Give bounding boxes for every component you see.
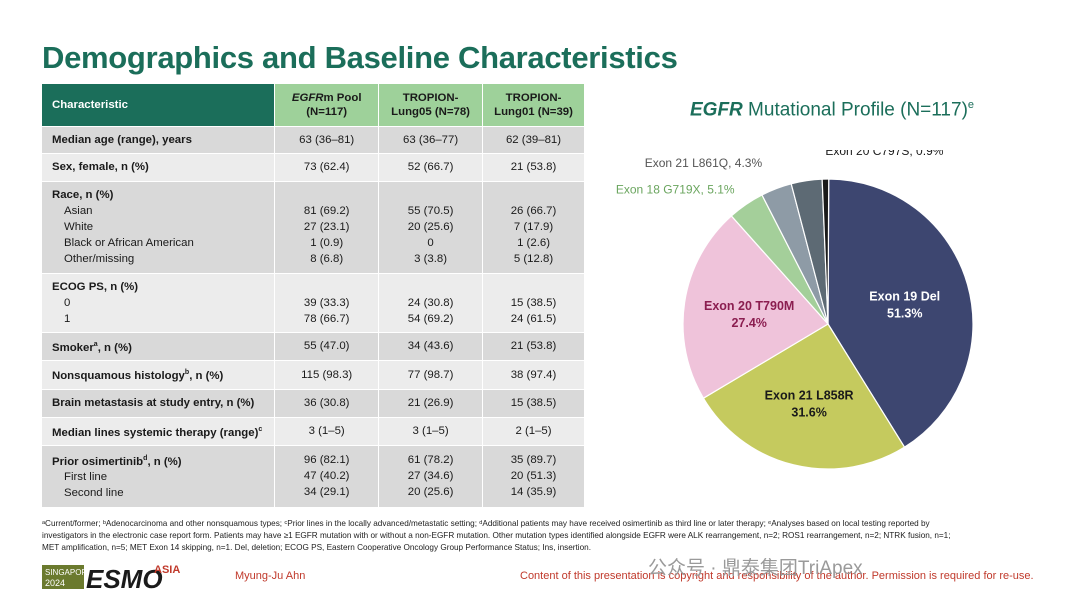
row-label: Sex, female, n (%) bbox=[42, 153, 276, 182]
header-lung01: TROPION- Lung01 (N=39) bbox=[482, 84, 585, 127]
cell: 115 (98.3) bbox=[274, 360, 380, 390]
sub-label: 1 bbox=[64, 312, 71, 325]
cell: 39 (33.3) 78 (66.7) bbox=[274, 273, 380, 333]
row-label: Brain metastasis at study entry, n (%) bbox=[42, 389, 276, 418]
cell: 2 (1–5) bbox=[482, 417, 585, 446]
table-row: Nonsquamous histologyb, n (%) 115 (98.3)… bbox=[42, 360, 585, 390]
cell: 26 (66.7) 7 (17.9) 1 (2.6) 5 (12.8) bbox=[482, 181, 585, 274]
pie-outside-label: Exon 20 C797S, 0.9% bbox=[825, 150, 943, 158]
pie-label: Exon 19 Del bbox=[869, 289, 940, 303]
sub-label: Black or African American bbox=[64, 237, 194, 249]
cell: 34 (43.6) bbox=[378, 332, 484, 361]
cell: 55 (47.0) bbox=[274, 332, 380, 361]
table-row: Sex, female, n (%) 73 (62.4) 52 (66.7) 2… bbox=[42, 153, 585, 182]
cell: 52 (66.7) bbox=[378, 153, 484, 182]
sub-label: Second line bbox=[64, 487, 124, 500]
header-lung05-b: Lung05 (N=78) bbox=[391, 105, 470, 118]
cell: 36 (30.8) bbox=[274, 389, 380, 418]
pie-slice-exon-20-c797s bbox=[821, 178, 830, 325]
author-name: Myung-Ju Ahn bbox=[235, 570, 306, 582]
copyright-disclaimer: Content of this presentation is copyrigh… bbox=[520, 570, 1034, 582]
pie-slice-exon-19-del bbox=[827, 178, 974, 448]
mutation-pie-chart: Exon 19 Del 51.3% Exon 21 L858R 31.6% Exon 2… bbox=[616, 150, 974, 470]
cell: 62 (39–81) bbox=[482, 126, 585, 154]
ecog-label: ECOG PS, n (%) bbox=[52, 280, 139, 293]
sub-label: 0 bbox=[64, 296, 71, 309]
table-row: Smokera, n (%) 55 (47.0) 34 (43.6) 21 (5… bbox=[42, 332, 585, 361]
svg-text:SINGAPORE: SINGAPORE bbox=[45, 568, 93, 577]
baseline-table: Characteristic EGFRm Pool (N=117) TROPIO… bbox=[42, 84, 585, 508]
cell: 21 (53.8) bbox=[482, 332, 585, 361]
pie-value-label: 31.6% bbox=[791, 405, 826, 419]
cell: 63 (36–81) bbox=[274, 126, 380, 154]
header-pool-rest: m Pool bbox=[323, 91, 362, 104]
footnote-line: MET amplification, n=5; MET Exon 14 skip… bbox=[42, 543, 591, 552]
pie-value-label: 27.4% bbox=[731, 316, 766, 330]
pie-outside-label: Exon 21 L861Q, 4.3% bbox=[645, 156, 763, 170]
cell: 55 (70.5) 20 (25.6) 0 3 (3.8) bbox=[378, 181, 484, 274]
pie-label: Exon 21 L858R bbox=[765, 388, 854, 402]
header-pool-em: EGFR bbox=[291, 91, 324, 104]
header-pool-n: (N=117) bbox=[306, 105, 348, 118]
row-label: Median age (range), years bbox=[42, 126, 276, 154]
cell: 15 (38.5) bbox=[482, 389, 585, 418]
cell: 3 (1–5) bbox=[378, 417, 484, 446]
cell: 21 (53.8) bbox=[482, 153, 585, 182]
pie-value-label: 51.3% bbox=[887, 306, 922, 320]
sub-label: Asian bbox=[64, 205, 93, 217]
cell: 24 (30.8) 54 (69.2) bbox=[378, 273, 484, 333]
header-lung05-a: TROPION- bbox=[402, 91, 459, 104]
esmo-asia-logo: SINGAPORE 2024 ESMO ASIA bbox=[42, 564, 180, 593]
race-label: Race, n (%) bbox=[52, 189, 114, 201]
row-label: Smokera, n (%) bbox=[42, 332, 276, 361]
sub-label: Other/missing bbox=[64, 253, 135, 265]
cell: 96 (82.1) 47 (40.2) 34 (29.1) bbox=[274, 445, 380, 508]
slide-title: Demographics and Baseline Characteristic… bbox=[42, 40, 678, 75]
sub-label: White bbox=[64, 221, 94, 233]
row-label: Nonsquamous histologyb, n (%) bbox=[42, 360, 276, 390]
cell: 63 (36–77) bbox=[378, 126, 484, 154]
svg-text:ESMO: ESMO bbox=[86, 564, 163, 593]
cell: 61 (78.2) 27 (34.6) 20 (25.6) bbox=[378, 445, 484, 508]
table-row: Brain metastasis at study entry, n (%) 3… bbox=[42, 389, 585, 418]
table-row: Prior osimertinibd, n (%) First line Sec… bbox=[42, 445, 585, 508]
pie-title: EGFR Mutational Profile (N=117)e bbox=[690, 99, 975, 121]
header-lung01-b: Lung01 (N=39) bbox=[494, 105, 573, 118]
footnote-line: investigators in the electronic case rep… bbox=[42, 531, 951, 540]
cell: 81 (69.2) 27 (23.1) 1 (0.9) 8 (6.8) bbox=[274, 181, 380, 274]
pie-outside-label: Exon 18 G719X, 5.1% bbox=[616, 182, 735, 196]
cell: 35 (89.7) 20 (51.3) 14 (35.9) bbox=[482, 445, 585, 508]
pie-slice-exon-21-l858r bbox=[702, 323, 906, 470]
table-row: Median age (range), years 63 (36–81) 63 … bbox=[42, 126, 585, 154]
row-label: Race, n (%) Asian White Black or African… bbox=[42, 181, 276, 274]
pie-slice-exon-20-t790m bbox=[682, 215, 829, 400]
cell: 15 (38.5) 24 (61.5) bbox=[482, 273, 585, 333]
header-lung01-a: TROPION- bbox=[505, 91, 562, 104]
footnote-line: ᵃCurrent/former; ᵇAdenocarcinoma and oth… bbox=[42, 519, 930, 528]
watermark-text: 公众号 · 鼎泰集团TriApex bbox=[648, 558, 863, 579]
header-characteristic: Characteristic bbox=[42, 84, 276, 127]
table-row: ECOG PS, n (%) 0 1 39 (33.3) 78 (66.7) 24… bbox=[42, 273, 585, 333]
svg-text:2024: 2024 bbox=[45, 578, 65, 588]
cell: 73 (62.4) bbox=[274, 153, 380, 182]
cell: 3 (1–5) bbox=[274, 417, 380, 446]
row-label: Median lines systemic therapy (range)c bbox=[42, 417, 276, 446]
cell: 21 (26.9) bbox=[378, 389, 484, 418]
table-row: Median lines systemic therapy (range)c 3… bbox=[42, 417, 585, 446]
row-label: Prior osimertinibd, n (%) First line Sec… bbox=[42, 445, 276, 508]
row-label: ECOG PS, n (%) 0 1 bbox=[42, 273, 276, 333]
cell: 77 (98.7) bbox=[378, 360, 484, 390]
header-pool: EGFRm Pool (N=117) bbox=[274, 84, 380, 127]
footnote: ᵃCurrent/former; ᵇAdenocarcinoma and oth… bbox=[42, 518, 1042, 554]
table-row: Race, n (%) Asian White Black or African… bbox=[42, 181, 585, 274]
sub-label: First line bbox=[64, 471, 108, 484]
header-lung05: TROPION- Lung05 (N=78) bbox=[378, 84, 484, 127]
cell: 38 (97.4) bbox=[482, 360, 585, 390]
pie-label: Exon 20 T790M bbox=[704, 299, 794, 313]
svg-text:ASIA: ASIA bbox=[154, 564, 180, 576]
